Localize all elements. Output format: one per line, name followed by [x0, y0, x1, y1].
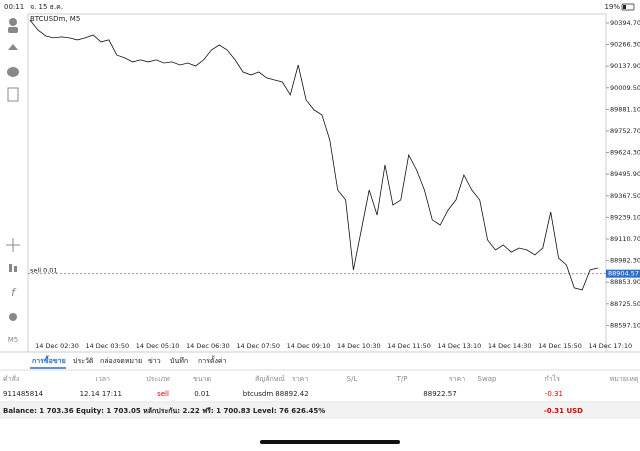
x-tick-label: 14 Dec 14:30	[488, 342, 532, 350]
table-header: กำไร	[545, 374, 561, 383]
candle-icon-2	[14, 266, 17, 272]
toolbar: f M5	[6, 18, 20, 344]
table-header: Swap	[478, 375, 497, 383]
home-indicator	[260, 440, 400, 444]
objects-icon[interactable]	[9, 313, 17, 321]
y-tick-label: 89239.10	[610, 213, 640, 221]
timeframe-label[interactable]: M5	[8, 336, 19, 344]
tab[interactable]: ข่าว	[148, 357, 161, 365]
x-tick-label: 14 Dec 10:30	[337, 342, 381, 350]
tab[interactable]: การซื้อขาย	[32, 354, 66, 365]
battery-level	[623, 5, 626, 9]
indicator-icon[interactable]: f	[11, 286, 17, 299]
total-profit: -0.31 USD	[544, 407, 583, 415]
status-battery: 19%	[604, 3, 620, 11]
x-tick-label: 14 Dec 03:50	[85, 342, 129, 350]
account-icon[interactable]	[9, 18, 17, 26]
y-tick-label: 89881.10	[610, 105, 640, 113]
y-tick-label: 89495.90	[610, 170, 640, 178]
y-tick-label: 88982.30	[610, 257, 640, 265]
table-header: หมายเหตุ	[610, 375, 639, 383]
y-tick-label: 90009.50	[610, 84, 640, 92]
table-header: คำสั่ง	[3, 374, 19, 383]
table-cell[interactable]: 12.14 17:11	[80, 390, 122, 398]
table-cell[interactable]: 88892.42	[275, 390, 308, 398]
account-icon-body	[8, 27, 18, 33]
table-cell[interactable]: btcusdm	[243, 390, 274, 398]
y-tick-label: 90266.30	[610, 41, 640, 49]
x-tick-label: 14 Dec 15:50	[538, 342, 582, 350]
y-tick-label: 89752.70	[610, 127, 640, 135]
new-doc-icon[interactable]	[7, 87, 19, 102]
tab[interactable]: ประวัติ	[73, 357, 94, 365]
battery-icon	[621, 3, 635, 11]
table-header: เวลา	[95, 375, 110, 383]
table-cell[interactable]: 88922.57	[423, 390, 456, 398]
chart-title: BTCUSDm, M5	[30, 15, 80, 23]
x-tick-label: 14 Dec 05:10	[136, 342, 180, 350]
table-cell[interactable]: 0.01	[194, 390, 210, 398]
table-header: ขนาด	[193, 375, 211, 383]
x-tick-label: 14 Dec 11:50	[387, 342, 431, 350]
x-tick-label: 14 Dec 02:30	[35, 342, 79, 350]
y-tick-label: 90394.70	[610, 19, 640, 27]
crosshair-icon[interactable]	[6, 238, 20, 252]
table-cell[interactable]: -0.31	[545, 390, 563, 398]
y-tick-label: 90137.90	[610, 62, 640, 70]
trade-icon[interactable]	[8, 44, 18, 50]
status-time: 00:11	[4, 3, 24, 11]
account-summary: Balance: 1 703.36 Equity: 1 703.05 หลักป…	[3, 407, 325, 415]
table-cell[interactable]: sell	[157, 390, 169, 398]
table-header: ราคา	[449, 375, 465, 383]
table-header: สัญลักษณ์	[255, 375, 285, 383]
table-header: S/L	[347, 375, 358, 383]
price-tag	[606, 269, 640, 278]
tab[interactable]: กล่องจดหมาย	[100, 357, 142, 365]
tab[interactable]: การตั้งค่า	[198, 354, 227, 365]
x-tick-label: 14 Dec 09:10	[287, 342, 331, 350]
x-tick-label: 14 Dec 06:30	[186, 342, 230, 350]
status-date: จ. 15 ธ.ค.	[30, 3, 63, 11]
x-tick-label: 14 Dec 13:10	[438, 342, 482, 350]
candle-icon[interactable]	[9, 264, 12, 272]
footer-bar	[0, 403, 640, 419]
table-header: ประเภท	[146, 375, 170, 383]
y-tick-label: 88597.10	[610, 321, 640, 329]
price-line	[29, 19, 599, 291]
price-tag-label: 88904.57	[608, 270, 639, 278]
y-tick-label: 89367.50	[610, 192, 640, 200]
y-tick-label: 88853.90	[610, 278, 640, 286]
order-label: sell 0.01	[30, 267, 58, 275]
table-header: ราคา	[292, 375, 308, 383]
table-header: T/P	[396, 375, 408, 383]
tab[interactable]: บันทึก	[170, 356, 188, 365]
x-tick-label: 14 Dec 07:50	[236, 342, 280, 350]
x-tick-label: 14 Dec 17:10	[588, 342, 632, 350]
y-tick-label: 89110.70	[610, 235, 640, 243]
y-tick-label: 88725.50	[610, 300, 640, 308]
y-tick-label: 89624.30	[610, 149, 640, 157]
chat-icon[interactable]	[7, 67, 19, 77]
table-cell[interactable]: 911485814	[3, 390, 44, 398]
